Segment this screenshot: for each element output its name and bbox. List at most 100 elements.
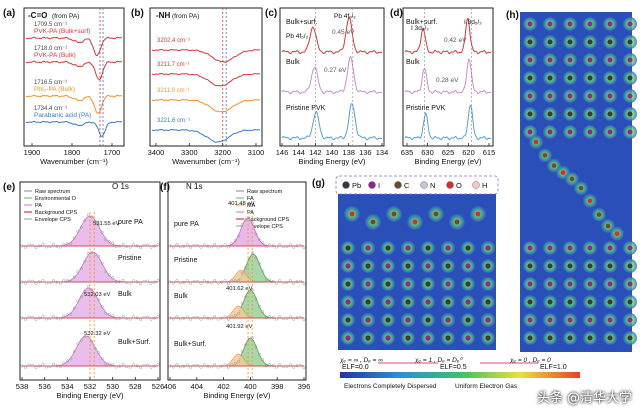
panel-f-raw-point bbox=[202, 363, 206, 367]
panel-f-raw-point bbox=[281, 245, 285, 249]
panel-e-raw-point bbox=[20, 316, 24, 320]
panel-c-x-tick-label: 144 bbox=[292, 148, 305, 157]
panel-g-atom bbox=[425, 317, 431, 323]
panel-a-xlabel: Wavenumber (cm⁻¹) bbox=[40, 157, 108, 166]
panel-f-raw-point bbox=[254, 232, 258, 236]
panel-g-molecule-atom bbox=[412, 219, 418, 225]
panel-e-raw-point bbox=[100, 305, 104, 309]
panel-e-raw-point bbox=[31, 243, 34, 247]
panel-h-atom bbox=[607, 317, 613, 323]
panel-f-legend-item: Background CPS bbox=[247, 217, 290, 223]
panel-e-raw-point bbox=[100, 261, 104, 265]
panel-d-shift: 0.28 eV bbox=[436, 77, 459, 84]
panel-g-atom bbox=[345, 245, 351, 251]
panel-g-atom bbox=[345, 263, 351, 269]
panel-e-title: O 1s bbox=[112, 182, 129, 191]
panel-g-atom bbox=[425, 281, 431, 287]
panel-f-raw-point bbox=[292, 281, 296, 285]
panel-c-x-tick-label: 136 bbox=[359, 148, 372, 157]
panel-f-raw-point bbox=[168, 316, 172, 320]
panel-h-atom bbox=[587, 57, 593, 63]
panel-g-atom bbox=[425, 299, 431, 305]
panel-f-raw-point bbox=[206, 280, 210, 284]
panel-e-raw-point bbox=[146, 315, 149, 319]
panel-g-atom bbox=[345, 299, 351, 305]
panel-f-raw-point bbox=[302, 318, 306, 321]
panel-f-raw-point bbox=[189, 365, 193, 369]
panel-h-atom bbox=[627, 263, 633, 269]
panel-e-raw-point bbox=[65, 242, 69, 246]
panel-f-raw-point bbox=[237, 311, 241, 315]
panel-e-raw-point bbox=[44, 317, 48, 321]
panel-f-raw-point bbox=[275, 245, 278, 249]
panel-f-fit-ma bbox=[170, 269, 304, 283]
panel-e-xlabel: Binding Energy (eV) bbox=[56, 391, 124, 400]
panel-d-row-label: Bulk+surf. bbox=[406, 19, 437, 26]
panel-e-raw-point bbox=[37, 280, 41, 284]
panel-h-atom bbox=[587, 21, 593, 27]
panel-f-row-label: Pristine bbox=[174, 257, 197, 264]
panel-g-elf-desc: Uniform Electron Gas bbox=[455, 383, 518, 390]
panel-f-raw-point bbox=[213, 363, 217, 366]
panel-h-atom bbox=[567, 93, 573, 99]
panel-e-raw-point bbox=[121, 242, 125, 246]
panel-h-atom bbox=[527, 39, 533, 45]
panel-e-raw-point bbox=[156, 315, 160, 319]
panel-e-raw-point bbox=[132, 243, 136, 247]
panel-e-raw-point bbox=[48, 317, 52, 321]
panel-e-raw-point bbox=[69, 279, 73, 283]
panel-g-molecule-atom bbox=[349, 211, 355, 217]
panel-e-raw-point bbox=[128, 281, 132, 285]
panel-c-spectrum-1 bbox=[281, 55, 383, 95]
panel-g-atom bbox=[385, 245, 391, 251]
panel-g-atom bbox=[365, 299, 371, 305]
panel-d-x-tick-label: 625 bbox=[442, 148, 455, 157]
panel-f-raw-point bbox=[302, 246, 306, 249]
panel-h-atom bbox=[547, 57, 553, 63]
panel-f-raw-point bbox=[223, 279, 227, 283]
panel-f-raw-point bbox=[237, 359, 241, 363]
panel-b-peak-value: 3211.7 cm⁻¹ bbox=[157, 62, 190, 68]
panel-e-raw-point bbox=[37, 316, 41, 320]
panel-e-peak-value: 532.32 eV bbox=[84, 331, 111, 337]
panel-f-raw-point bbox=[192, 315, 196, 319]
panel-c-letter: (c) bbox=[265, 8, 277, 19]
panel-h-molecule-atom bbox=[533, 139, 539, 145]
panel-e-raw-point bbox=[83, 259, 87, 263]
panel-f-raw-point bbox=[185, 279, 189, 283]
panel-e-raw-point bbox=[76, 299, 80, 303]
panel-f-legend-item: Raw spectrum bbox=[247, 189, 283, 195]
panel-f-raw-point bbox=[182, 244, 186, 248]
panel-h-atom bbox=[607, 129, 613, 135]
panel-h-molecule-atom bbox=[551, 163, 557, 168]
panel-f-raw-point bbox=[226, 281, 230, 285]
panel-f-raw-point bbox=[299, 243, 303, 247]
panel-h-atom bbox=[627, 245, 633, 251]
panel-b-x-tick-label: 3100 bbox=[248, 148, 265, 157]
panel-e-raw-point bbox=[86, 333, 90, 337]
panel-f-raw-point bbox=[295, 316, 299, 320]
panel-f-raw-point bbox=[299, 363, 303, 367]
panel-h-atom bbox=[527, 245, 533, 251]
panel-e-raw-point bbox=[86, 213, 90, 217]
panel-b-title: -NH bbox=[156, 11, 170, 20]
panel-h-atom bbox=[547, 129, 553, 135]
panel-f-x-tick-label: 406 bbox=[164, 382, 177, 391]
panel-f-raw-point bbox=[202, 279, 206, 283]
panel-g-atom bbox=[425, 335, 431, 341]
panel-e-raw-point bbox=[72, 236, 76, 240]
panel-e-raw-point bbox=[72, 306, 76, 310]
panel-h-atom bbox=[567, 245, 573, 251]
panel-f-raw-point bbox=[213, 315, 217, 318]
panel-b-peak-value: 3202.4 cm⁻¹ bbox=[157, 38, 190, 44]
panel-e-raw-point bbox=[65, 313, 69, 317]
panel-h-atom bbox=[547, 75, 553, 81]
panel-h-atom bbox=[607, 281, 613, 287]
panel-e-legend-item: Background CPS bbox=[35, 210, 78, 216]
panel-f-raw-point bbox=[199, 245, 203, 249]
panel-f-raw-point bbox=[268, 243, 272, 247]
panel-f-raw-point bbox=[171, 245, 175, 249]
panel-h-atom bbox=[527, 317, 533, 323]
panel-f-raw-point bbox=[206, 364, 210, 368]
panel-a-x-tick-label: 1900 bbox=[24, 148, 41, 157]
